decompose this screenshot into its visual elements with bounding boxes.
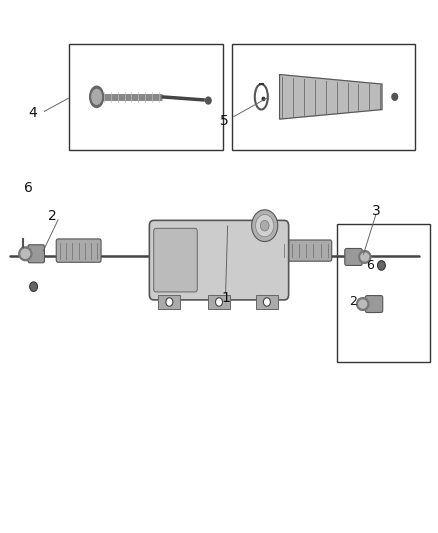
Ellipse shape xyxy=(19,247,32,261)
FancyBboxPatch shape xyxy=(154,228,197,292)
Ellipse shape xyxy=(30,282,38,292)
Bar xyxy=(208,295,230,310)
Text: 1: 1 xyxy=(221,292,230,305)
Ellipse shape xyxy=(262,98,265,101)
Ellipse shape xyxy=(90,86,104,108)
Ellipse shape xyxy=(92,90,102,104)
Ellipse shape xyxy=(255,215,274,237)
FancyBboxPatch shape xyxy=(56,239,101,262)
Ellipse shape xyxy=(166,298,173,306)
Ellipse shape xyxy=(252,210,278,241)
Text: 6: 6 xyxy=(24,181,33,195)
Text: 5: 5 xyxy=(220,114,229,128)
Polygon shape xyxy=(279,75,382,119)
Text: 6: 6 xyxy=(367,259,374,272)
Text: 4: 4 xyxy=(28,106,37,120)
Ellipse shape xyxy=(392,93,398,100)
Bar xyxy=(69,44,223,150)
Ellipse shape xyxy=(359,251,371,263)
Text: 2: 2 xyxy=(48,209,57,223)
Ellipse shape xyxy=(263,298,270,306)
FancyBboxPatch shape xyxy=(345,248,362,265)
Ellipse shape xyxy=(357,297,369,310)
Ellipse shape xyxy=(21,249,30,259)
FancyBboxPatch shape xyxy=(149,220,289,300)
Text: 3: 3 xyxy=(372,204,381,218)
Bar xyxy=(232,44,415,150)
FancyBboxPatch shape xyxy=(280,240,332,261)
Bar xyxy=(158,295,180,310)
FancyBboxPatch shape xyxy=(365,296,383,312)
FancyBboxPatch shape xyxy=(28,245,45,263)
Text: 2: 2 xyxy=(349,295,357,308)
Ellipse shape xyxy=(378,261,385,270)
Ellipse shape xyxy=(260,220,269,231)
Bar xyxy=(256,295,278,310)
Ellipse shape xyxy=(215,298,223,306)
Ellipse shape xyxy=(359,300,367,308)
Ellipse shape xyxy=(361,253,369,261)
Ellipse shape xyxy=(205,97,211,104)
Bar xyxy=(336,224,430,362)
